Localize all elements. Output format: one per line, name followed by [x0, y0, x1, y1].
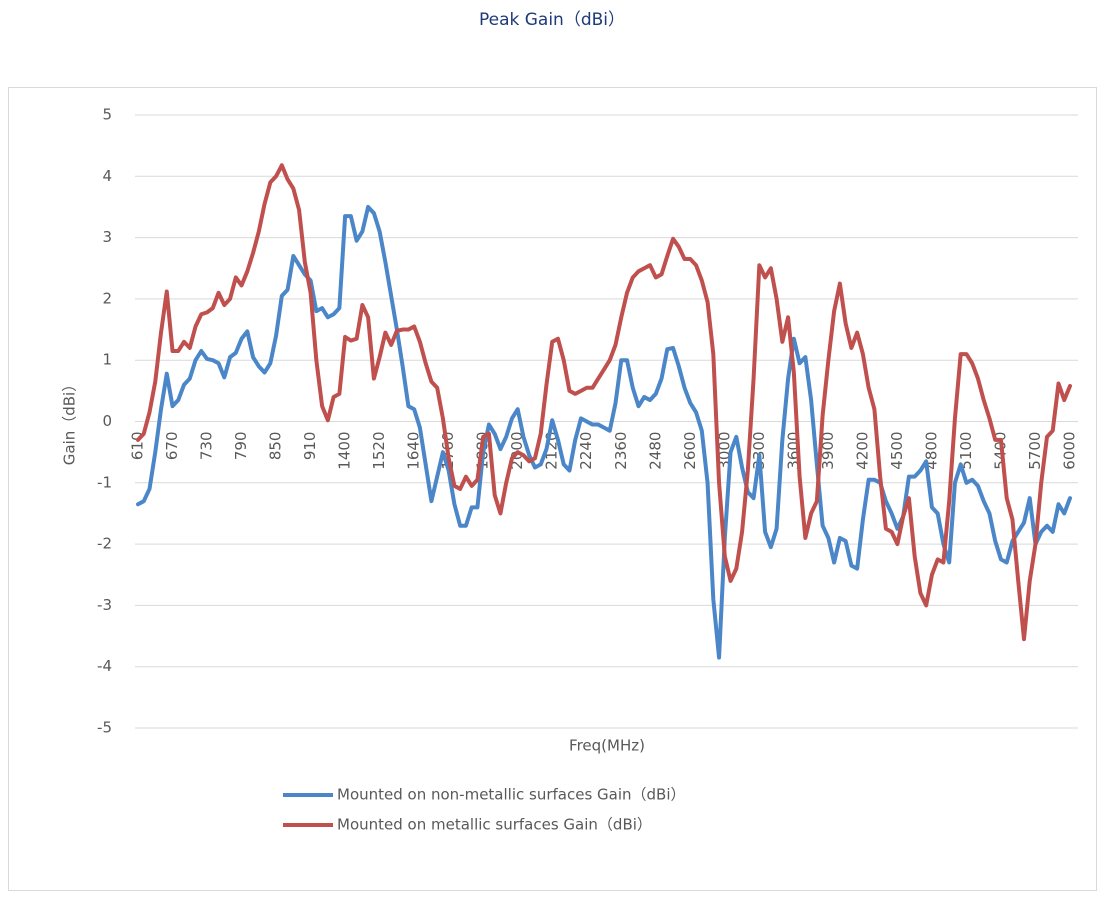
x-tick-label: 4500: [888, 432, 906, 470]
y-tick-label: 3: [102, 228, 112, 246]
series-line: [136, 204, 1072, 660]
x-axis-title: Freq(MHz): [569, 737, 645, 755]
chart-title: Peak Gain（dBi）: [479, 10, 625, 30]
x-tick-label: 670: [163, 432, 181, 461]
y-tick-label: 2: [102, 289, 112, 307]
x-tick-label: 910: [301, 432, 319, 461]
y-tick-label: -1: [97, 473, 112, 491]
x-tick-label: 610: [129, 432, 147, 461]
y-tick-label: 4: [102, 167, 112, 185]
y-tick-label: 5: [102, 106, 112, 124]
x-tick-label: 5700: [1026, 432, 1044, 470]
legend-label: Mounted on non-metallic surfaces Gain（dB…: [337, 786, 686, 804]
x-tick-label: 6000: [1061, 432, 1079, 470]
x-tick-label: 2240: [577, 432, 595, 470]
x-tick-label: 1520: [370, 432, 388, 470]
x-tick-label: 3300: [750, 432, 768, 470]
x-tick-label: 850: [267, 432, 285, 461]
y-tick-label: 1: [102, 351, 112, 369]
y-tick-label: 0: [102, 412, 112, 430]
x-tick-label: 790: [232, 432, 250, 461]
y-tick-label: -4: [97, 657, 112, 675]
x-tick-label: 2480: [646, 432, 664, 470]
x-tick-label: 2600: [681, 432, 699, 470]
x-tick-label: 4200: [853, 432, 871, 470]
x-tick-label: 1400: [336, 432, 354, 470]
x-tick-label: 1640: [405, 432, 423, 470]
x-tick-label: 3900: [819, 432, 837, 470]
y-tick-label: -3: [97, 596, 112, 614]
y-tick-label: -5: [97, 719, 112, 737]
chart-border: [8, 87, 1097, 891]
x-tick-label: 730: [198, 432, 216, 461]
legend-label: Mounted on metallic surfaces Gain（dBi）: [337, 816, 652, 834]
x-tick-label: 5100: [957, 432, 975, 470]
y-tick-label: -2: [97, 535, 112, 553]
y-axis-title: Gain（dBi）: [61, 377, 79, 465]
series-line: [136, 163, 1072, 642]
x-tick-label: 2360: [612, 432, 630, 470]
